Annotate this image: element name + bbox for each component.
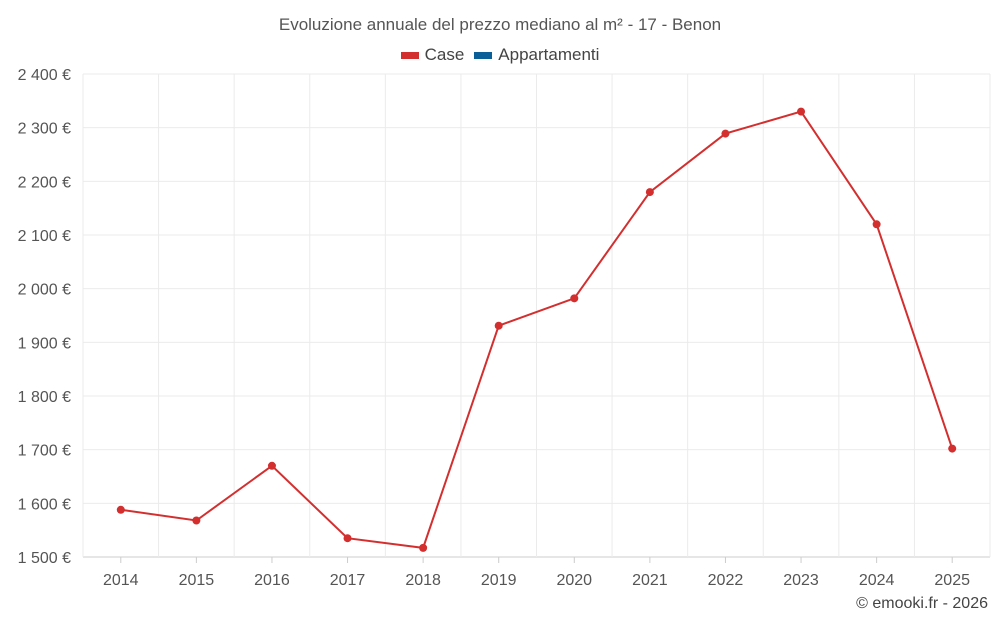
data-point [645,188,654,197]
legend-item-case[interactable]: Case [400,45,465,65]
x-tick-label: 2019 [481,572,517,589]
x-tick-label: 2017 [330,572,366,589]
credit: © emooki.fr - 2026 [856,595,988,612]
y-tick-label: 2 300 € [18,121,71,138]
legend-item-appartamenti[interactable]: Appartamenti [474,45,599,65]
legend-swatch-appartamenti [474,51,493,59]
legend-swatch-case [400,51,419,59]
x-tick-label: 2021 [632,572,668,589]
x-tick-label: 2022 [708,572,744,589]
x-tick-label: 2025 [934,572,970,589]
series-line-case [120,110,954,549]
x-tick-label: 2018 [405,572,441,589]
x-tick-label: 2014 [103,572,139,589]
legend: Case Appartamenti [0,45,1000,65]
data-point [267,461,276,470]
x-tick-label: 2015 [179,572,215,589]
x-tick-label: 2020 [556,572,592,589]
data-point [797,107,806,116]
data-point [419,543,428,552]
y-tick-label: 2 000 € [18,282,71,299]
x-tick-label: 2016 [254,572,290,589]
y-tick-label: 1 600 € [18,496,71,513]
y-tick-label: 2 100 € [18,228,71,245]
x-tick-label: 2023 [783,572,819,589]
data-point [721,129,730,138]
data-point [116,505,125,514]
y-tick-label: 2 400 € [18,67,71,84]
x-tick-label: 2024 [859,572,895,589]
data-point [343,534,352,543]
chart-title: Evoluzione annuale del prezzo mediano al… [278,15,722,34]
data-point [494,321,503,330]
y-tick-label: 1 800 € [18,389,71,406]
y-tick-label: 1 700 € [18,443,71,460]
y-tick-label: 1 500 € [18,550,71,567]
y-tick-label: 1 900 € [18,335,71,352]
y-tick-label: 2 200 € [18,174,71,191]
legend-label-case: Case [424,45,465,64]
data-point [192,516,201,525]
data-point [948,444,957,453]
legend-label-appartamenti: Appartamenti [498,45,600,64]
data-point [872,220,881,229]
data-point [570,294,579,303]
